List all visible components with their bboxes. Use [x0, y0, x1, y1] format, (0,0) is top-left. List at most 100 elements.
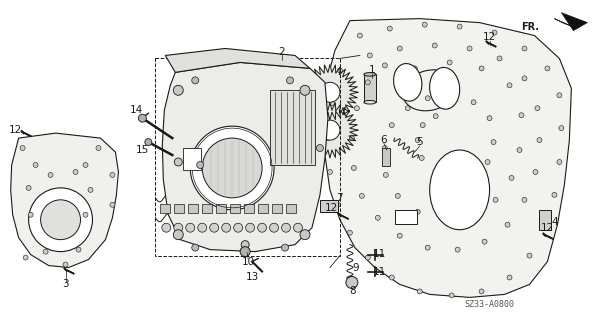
Circle shape: [449, 293, 454, 298]
Bar: [270, 90, 315, 165]
Circle shape: [329, 101, 334, 106]
Bar: [188, 204, 198, 213]
Text: 15: 15: [136, 145, 149, 155]
Circle shape: [365, 255, 370, 260]
Ellipse shape: [429, 68, 459, 109]
Circle shape: [43, 249, 48, 254]
Circle shape: [192, 77, 199, 84]
Circle shape: [397, 46, 403, 51]
Circle shape: [535, 106, 540, 111]
Circle shape: [418, 289, 422, 294]
Circle shape: [26, 185, 31, 190]
Text: 11: 11: [373, 267, 386, 276]
Polygon shape: [162, 62, 328, 252]
Bar: [230, 204, 240, 213]
Circle shape: [320, 82, 340, 102]
Text: 12: 12: [483, 32, 496, 42]
Circle shape: [186, 223, 195, 232]
Bar: [161, 204, 170, 213]
Circle shape: [389, 123, 394, 128]
Circle shape: [492, 30, 497, 35]
Circle shape: [258, 223, 267, 232]
Circle shape: [522, 197, 527, 202]
Circle shape: [519, 113, 524, 118]
Circle shape: [412, 66, 418, 71]
Circle shape: [447, 60, 452, 65]
Circle shape: [358, 33, 362, 38]
Circle shape: [420, 123, 425, 128]
Circle shape: [270, 223, 279, 232]
Polygon shape: [302, 64, 358, 120]
Circle shape: [389, 275, 394, 280]
Circle shape: [234, 223, 243, 232]
Text: 9: 9: [353, 262, 359, 273]
Circle shape: [365, 80, 370, 85]
Circle shape: [493, 197, 498, 202]
Circle shape: [316, 145, 323, 152]
Bar: [258, 204, 268, 213]
Text: 10: 10: [241, 257, 255, 267]
Circle shape: [337, 68, 343, 73]
Circle shape: [83, 212, 88, 217]
Circle shape: [469, 211, 474, 216]
Text: 3: 3: [62, 279, 69, 290]
Polygon shape: [302, 102, 358, 158]
Circle shape: [355, 106, 359, 111]
Circle shape: [210, 223, 219, 232]
Circle shape: [96, 146, 101, 150]
Bar: [395, 210, 417, 224]
Circle shape: [145, 139, 152, 146]
Circle shape: [174, 223, 183, 232]
Bar: [202, 204, 212, 213]
Circle shape: [41, 200, 80, 240]
Circle shape: [110, 202, 115, 207]
Circle shape: [202, 138, 262, 198]
Bar: [540, 210, 552, 230]
Circle shape: [507, 275, 512, 280]
Circle shape: [485, 159, 490, 164]
Text: 7: 7: [337, 193, 343, 203]
Bar: [364, 74, 376, 102]
Circle shape: [246, 223, 255, 232]
Circle shape: [471, 172, 476, 176]
Circle shape: [63, 262, 68, 267]
Circle shape: [48, 172, 53, 177]
Circle shape: [286, 77, 294, 84]
Bar: [320, 200, 338, 212]
Circle shape: [174, 158, 182, 166]
Text: 1: 1: [368, 65, 375, 76]
Circle shape: [335, 202, 340, 207]
Circle shape: [433, 170, 438, 174]
Circle shape: [300, 230, 310, 240]
Text: 11: 11: [373, 249, 386, 259]
Circle shape: [320, 120, 340, 140]
Circle shape: [415, 209, 420, 214]
Circle shape: [419, 156, 424, 161]
Text: 6: 6: [380, 135, 387, 145]
Circle shape: [545, 66, 550, 71]
Circle shape: [557, 159, 562, 164]
Circle shape: [395, 193, 400, 198]
Circle shape: [425, 96, 430, 101]
Circle shape: [325, 136, 331, 140]
Text: 12: 12: [325, 203, 338, 213]
Circle shape: [522, 76, 527, 81]
Circle shape: [479, 289, 484, 294]
Bar: [183, 148, 201, 170]
Text: FR.: FR.: [522, 21, 540, 32]
Circle shape: [196, 162, 204, 168]
Circle shape: [190, 126, 274, 210]
Circle shape: [552, 192, 557, 197]
Circle shape: [527, 253, 532, 258]
Circle shape: [73, 170, 78, 174]
Circle shape: [76, 247, 81, 252]
Polygon shape: [323, 19, 571, 297]
Circle shape: [294, 223, 302, 232]
Polygon shape: [11, 133, 119, 268]
Circle shape: [33, 163, 38, 167]
Circle shape: [192, 244, 199, 251]
Circle shape: [509, 175, 514, 180]
Bar: [155, 59, 340, 256]
Circle shape: [425, 245, 430, 250]
Circle shape: [83, 163, 88, 167]
